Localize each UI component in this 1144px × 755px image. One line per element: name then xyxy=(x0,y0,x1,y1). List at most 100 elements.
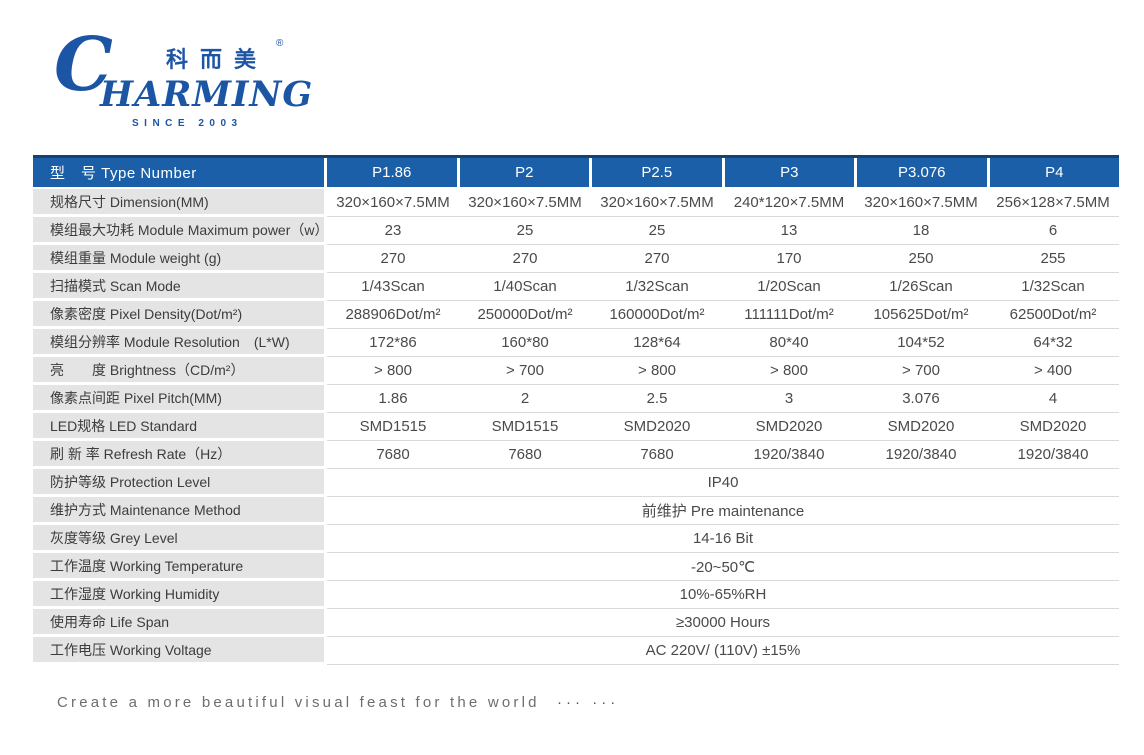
row-values: SMD1515 SMD1515 SMD2020 SMD2020 SMD2020 SMD20… xyxy=(327,413,1119,441)
cell-value: 104*52 xyxy=(897,334,945,351)
table-row: 模组重量 Module weight (g) 270 270 270 170 250 255 xyxy=(33,245,1119,273)
column-header-P2.5: P2.5 xyxy=(592,158,722,187)
cell-value: > 800 xyxy=(770,362,808,379)
logo-tagline: SINCE 2003 xyxy=(132,118,243,129)
cell-value: 1/32Scan xyxy=(1021,278,1085,295)
row-values: 前维护 Pre maintenance xyxy=(327,497,1119,525)
row-values: 10%-65%RH xyxy=(327,581,1119,609)
cell-value: 320×160×7.5MM xyxy=(336,194,450,211)
merged-value: 10%-65%RH xyxy=(679,586,767,603)
merged-value: IP40 xyxy=(707,474,739,491)
table-row: 像素密度 Pixel Density(Dot/m²) 288906Dot/m² 25… xyxy=(33,301,1119,329)
table-row: 维护方式 Maintenance Method 前维护 Pre maintenan… xyxy=(33,497,1119,525)
cell-value: > 700 xyxy=(506,362,544,379)
cell-value: > 700 xyxy=(902,362,940,379)
cell-value: 1/43Scan xyxy=(361,278,425,295)
table-body: 规格尺寸 Dimension(MM) 320×160×7.5MM 320×160×7… xyxy=(33,189,1119,665)
cell-value: 320×160×7.5MM xyxy=(468,194,582,211)
row-values: > 800 > 700 > 800 > 800 > 700 > 400 xyxy=(327,357,1119,385)
charming-logo: C HARMING 科而美 ® SINCE 2003 xyxy=(54,28,312,134)
cell-value: 3 xyxy=(784,390,794,407)
cell-value: 1920/3840 xyxy=(753,446,825,463)
cell-value: SMD1515 xyxy=(491,418,559,435)
row-values: 7680 7680 7680 1920/3840 1920/3840 1920/3840 xyxy=(327,441,1119,469)
cell-value: 111111Dot/m² xyxy=(744,306,834,323)
column-header-P4: P4 xyxy=(989,158,1119,187)
cell-value: 13 xyxy=(780,222,798,239)
row-values: -20~50℃ xyxy=(327,553,1119,581)
footer-slogan-text: Create a more beautiful visual feast for… xyxy=(57,694,540,711)
model-column-headers: P1.86 P2 P2.5 P3 P3.076 P4 xyxy=(327,158,1119,187)
footer-dots: ··· ··· xyxy=(557,694,620,711)
cell-value: 105625Dot/m² xyxy=(873,306,969,323)
table-row: 灰度等级 Grey Level 14-16 Bit xyxy=(33,525,1119,553)
cell-value: 172*86 xyxy=(369,334,417,351)
table-row: 防护等级 Protection Level IP40 xyxy=(33,469,1119,497)
cell-value: 7680 xyxy=(640,446,674,463)
row-label: 使用寿命 Life Span xyxy=(33,609,324,637)
logo-chinese-name: 科而美 xyxy=(166,47,269,72)
cell-value: 6 xyxy=(1048,222,1058,239)
column-header-P1.86: P1.86 xyxy=(327,158,457,187)
cell-value: 270 xyxy=(380,250,406,267)
cell-value: > 800 xyxy=(374,362,412,379)
cell-value: 250000Dot/m² xyxy=(477,306,573,323)
cell-value: SMD2020 xyxy=(623,418,691,435)
row-label: LED规格 LED Standard xyxy=(33,413,324,441)
cell-value: 7680 xyxy=(376,446,410,463)
row-label: 工作电压 Working Voltage xyxy=(33,637,324,665)
merged-value: -20~50℃ xyxy=(691,558,755,576)
cell-value: 256×128×7.5MM xyxy=(996,194,1110,211)
merged-value: ≥30000 Hours xyxy=(675,614,771,631)
cell-value: SMD2020 xyxy=(887,418,955,435)
cell-value: 7680 xyxy=(508,446,542,463)
row-label: 扫描模式 Scan Mode xyxy=(33,273,324,301)
cell-value: 250 xyxy=(908,250,934,267)
registered-trademark-icon: ® xyxy=(276,38,284,49)
type-number-header: 型 号 Type Number xyxy=(33,158,324,187)
cell-value: 25 xyxy=(516,222,534,239)
row-values: 172*86 160*80 128*64 80*40 104*52 64*32 xyxy=(327,329,1119,357)
table-row: 模组分辨率 Module Resolution (L*W) 172*86 160*8… xyxy=(33,329,1119,357)
table-row: 规格尺寸 Dimension(MM) 320×160×7.5MM 320×160×7… xyxy=(33,189,1119,217)
cell-value: 3.076 xyxy=(902,390,940,407)
table-row: LED规格 LED Standard SMD1515 SMD1515 SMD2020 S… xyxy=(33,413,1119,441)
cell-value: SMD2020 xyxy=(1019,418,1087,435)
cell-value: SMD1515 xyxy=(359,418,427,435)
row-label: 像素密度 Pixel Density(Dot/m²) xyxy=(33,301,324,329)
row-values: 1/43Scan 1/40Scan 1/32Scan 1/20Scan 1/26Scan… xyxy=(327,273,1119,301)
row-values: 270 270 270 170 250 255 xyxy=(327,245,1119,273)
row-values: AC 220V/ (110V) ±15% xyxy=(327,637,1119,665)
row-label: 模组最大功耗 Module Maximum power（w） xyxy=(33,217,329,245)
table-row: 工作湿度 Working Humidity 10%-65%RH xyxy=(33,581,1119,609)
cell-value: 255 xyxy=(1040,250,1066,267)
cell-value: 4 xyxy=(1048,390,1058,407)
table-row: 亮 度 Brightness（CD/m²） > 800 > 700 > 800 > 80… xyxy=(33,357,1119,385)
table-row: 模组最大功耗 Module Maximum power（w） 23 25 25 13 18… xyxy=(33,217,1119,245)
row-label: 亮 度 Brightness（CD/m²） xyxy=(33,357,324,385)
row-label: 模组分辨率 Module Resolution (L*W) xyxy=(33,329,324,357)
cell-value: 320×160×7.5MM xyxy=(864,194,978,211)
cell-value: 23 xyxy=(384,222,402,239)
cell-value: 64*32 xyxy=(1033,334,1073,351)
logo-letter-c: C xyxy=(54,22,113,108)
cell-value: 1/26Scan xyxy=(889,278,953,295)
table-row: 工作电压 Working Voltage AC 220V/ (110V) ±15% xyxy=(33,637,1119,665)
cell-value: 80*40 xyxy=(769,334,809,351)
spec-table: 型 号 Type Number P1.86 P2 P2.5 P3 P3.076 P4 规格… xyxy=(33,155,1119,665)
logo-brand-text: HARMING xyxy=(100,74,314,115)
column-header-P3.076: P3.076 xyxy=(857,158,987,187)
cell-value: 160000Dot/m² xyxy=(609,306,705,323)
footer-slogan: Create a more beautiful visual feast for… xyxy=(57,694,619,711)
row-label: 像素点间距 Pixel Pitch(MM) xyxy=(33,385,324,413)
cell-value: 25 xyxy=(648,222,666,239)
cell-value: 270 xyxy=(512,250,538,267)
row-values: 288906Dot/m² 250000Dot/m² 160000Dot/m² 1111… xyxy=(327,301,1119,329)
merged-value: 14-16 Bit xyxy=(692,530,754,547)
row-label: 工作温度 Working Temperature xyxy=(33,553,324,581)
table-row: 使用寿命 Life Span ≥30000 Hours xyxy=(33,609,1119,637)
table-row: 扫描模式 Scan Mode 1/43Scan 1/40Scan 1/32Scan 1/… xyxy=(33,273,1119,301)
cell-value: 270 xyxy=(644,250,670,267)
cell-value: 128*64 xyxy=(633,334,681,351)
row-label: 防护等级 Protection Level xyxy=(33,469,324,497)
